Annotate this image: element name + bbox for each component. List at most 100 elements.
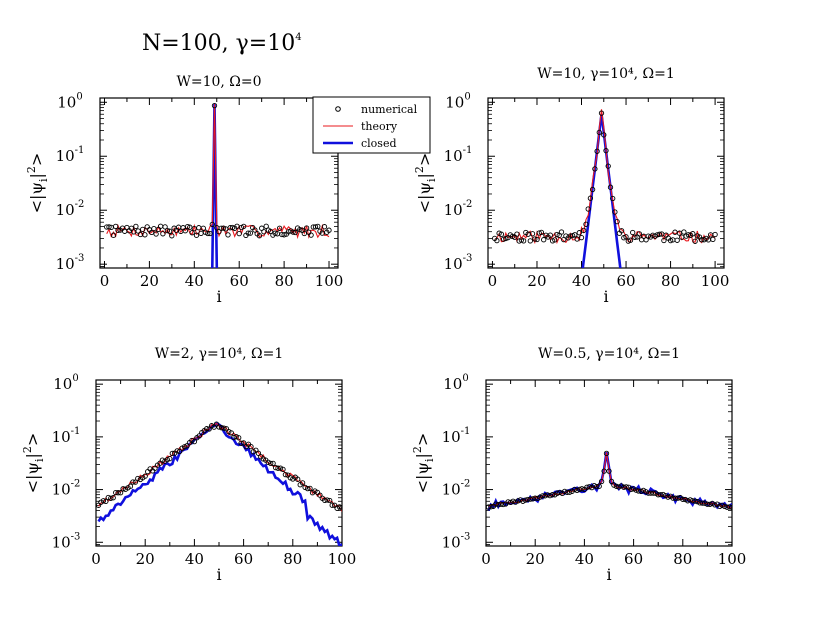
- data-point-numerical: [148, 229, 155, 236]
- data-point-numerical: [238, 440, 244, 446]
- legend: numerical theory closed: [312, 96, 431, 154]
- data-point-numerical: [105, 494, 111, 501]
- data-point-numerical: [164, 227, 171, 234]
- data-point-numerical: [628, 486, 634, 493]
- plot-frame: [95, 379, 343, 547]
- data-point-numerical: [534, 236, 540, 243]
- data-point-numerical: [241, 223, 247, 230]
- data-point-numerical: [537, 494, 543, 500]
- x-tick-label: 0: [100, 272, 110, 290]
- data-point-numerical: [268, 460, 274, 467]
- data-point-numerical: [667, 237, 674, 244]
- x-tick-label: 20: [527, 272, 546, 290]
- data-point-numerical: [231, 434, 237, 441]
- data-point-numerical: [100, 498, 107, 504]
- data-point-numerical: [630, 229, 636, 236]
- x-axis-label: i: [603, 287, 608, 306]
- x-tick-label: 60: [230, 272, 249, 290]
- data-point-numerical: [630, 486, 637, 492]
- data-point-numerical: [312, 224, 319, 230]
- data-point-numerical: [106, 224, 112, 230]
- y-tick-label: 10-1: [52, 426, 81, 446]
- data-point-numerical: [174, 448, 180, 454]
- data-point-numerical: [515, 498, 521, 504]
- data-point-numerical: [176, 448, 183, 455]
- y-tick-label: 100: [443, 373, 468, 393]
- data-point-numerical: [218, 425, 225, 431]
- x-tick-label: 80: [275, 272, 294, 290]
- y-axis-label: <|ψi|2>: [411, 433, 436, 494]
- data-point-numerical: [598, 478, 605, 485]
- x-tick-label: 80: [661, 272, 680, 290]
- data-point-numerical: [304, 485, 311, 492]
- data-point-numerical: [256, 233, 263, 239]
- x-axis-label: i: [216, 287, 221, 306]
- plot-area: [492, 109, 718, 268]
- data-point-numerical: [191, 438, 198, 445]
- data-point-numerical: [612, 209, 618, 215]
- data-point-numerical: [110, 232, 117, 238]
- legend-marker-numerical: [335, 106, 341, 112]
- data-point-numerical: [530, 496, 536, 502]
- data-point-numerical: [665, 494, 671, 500]
- data-point-numerical: [527, 496, 533, 502]
- x-tick-label: 100: [328, 550, 357, 568]
- data-point-numerical: [672, 495, 679, 501]
- data-point-numerical: [329, 502, 335, 508]
- x-tick-label: 0: [481, 550, 491, 568]
- panel-title: W=0.5, γ=10⁴, Ω=1: [538, 346, 680, 362]
- data-point-numerical: [645, 490, 652, 496]
- data-point-numerical: [486, 504, 492, 510]
- data-point-numerical: [702, 500, 708, 506]
- data-point-numerical: [113, 223, 119, 230]
- data-point-numerical: [611, 482, 617, 488]
- data-point-numerical: [712, 502, 718, 508]
- data-point-numerical: [704, 501, 711, 507]
- x-tick-label: 80: [283, 550, 302, 568]
- data-point-numerical: [721, 503, 728, 510]
- data-point-numerical: [245, 230, 251, 236]
- y-axis-label: <|ψi|2>: [21, 433, 46, 494]
- y-tick-label: 10-3: [52, 531, 81, 551]
- panel-3: W=2, γ=10⁴, Ω=1 0 20 40 60 80 100 100 10-1 10-2 10…: [21, 346, 356, 584]
- data-point-numerical: [621, 484, 627, 490]
- data-point-numerical: [680, 496, 686, 502]
- series-theory: [494, 109, 716, 245]
- data-point-numerical: [596, 483, 602, 489]
- data-point-numerical: [636, 231, 643, 237]
- data-point-numerical: [292, 229, 298, 236]
- data-point-numerical: [670, 495, 676, 501]
- data-point-numerical: [578, 234, 585, 241]
- data-point-numerical: [674, 237, 680, 243]
- y-tick-label: 10-2: [444, 199, 473, 219]
- data-point-numerical: [297, 226, 303, 233]
- data-point-numerical: [581, 227, 587, 234]
- data-point-numerical: [655, 492, 661, 498]
- data-point-numerical: [635, 488, 642, 494]
- data-point-numerical: [339, 505, 342, 511]
- data-point-numerical: [135, 475, 141, 482]
- data-point-numerical: [327, 497, 333, 504]
- data-point-numerical: [152, 465, 158, 471]
- y-axis-label: <|ψi|2>: [25, 153, 50, 214]
- data-point-numerical: [623, 234, 629, 240]
- data-point-numerical: [596, 129, 602, 136]
- data-point-numerical: [299, 480, 306, 486]
- data-point-numerical: [265, 459, 271, 465]
- data-point-numerical: [685, 498, 691, 504]
- data-point-numerical: [594, 148, 600, 154]
- data-point-numerical: [120, 486, 126, 492]
- data-point-numerical: [610, 195, 616, 202]
- data-point-numerical: [538, 229, 545, 236]
- data-point-numerical: [587, 195, 594, 201]
- data-point-numerical: [181, 444, 188, 450]
- series-theory: [488, 452, 732, 509]
- data-point-numerical: [189, 230, 195, 236]
- data-point-numerical: [557, 489, 563, 496]
- data-point-numerical: [632, 234, 638, 240]
- data-point-numerical: [572, 232, 578, 238]
- data-point-numerical: [552, 237, 558, 243]
- data-point-numerical: [605, 163, 611, 169]
- y-axis-label: <|ψi|2>: [413, 153, 438, 214]
- x-tick-label: 60: [624, 550, 643, 568]
